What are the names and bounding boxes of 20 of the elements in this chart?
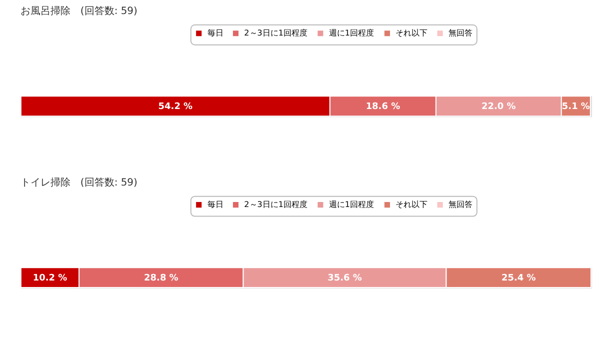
- legend-label: 週に1回程度: [328, 28, 374, 38]
- legend-label: それ以下: [396, 28, 428, 38]
- legend-label: それ以下: [396, 200, 428, 209]
- legend-label: 毎日: [207, 28, 224, 38]
- chart-title: お風呂掃除 (回答数: 59): [20, 4, 138, 17]
- data-label: 18.6 %: [366, 102, 400, 112]
- chart-title: トイレ掃除 (回答数: 59): [20, 176, 138, 188]
- data-label: 35.6 %: [328, 274, 362, 284]
- legend-label: 無回答: [448, 28, 473, 38]
- data-label: 5.1 %: [562, 102, 590, 112]
- legend-label: 毎日: [207, 200, 224, 209]
- data-label: 22.0 %: [482, 102, 516, 112]
- legend-label: 2～3日に1回程度: [244, 200, 308, 209]
- legend-label: 無回答: [448, 200, 473, 209]
- data-label: 10.2 %: [32, 274, 68, 284]
- data-label: 54.2 %: [158, 102, 193, 112]
- data-label: 25.4 %: [502, 274, 536, 284]
- data-label: 28.8 %: [144, 274, 178, 284]
- legend-label: 週に1回程度: [328, 200, 374, 209]
- legend-label: 2～3日に1回程度: [244, 28, 308, 38]
